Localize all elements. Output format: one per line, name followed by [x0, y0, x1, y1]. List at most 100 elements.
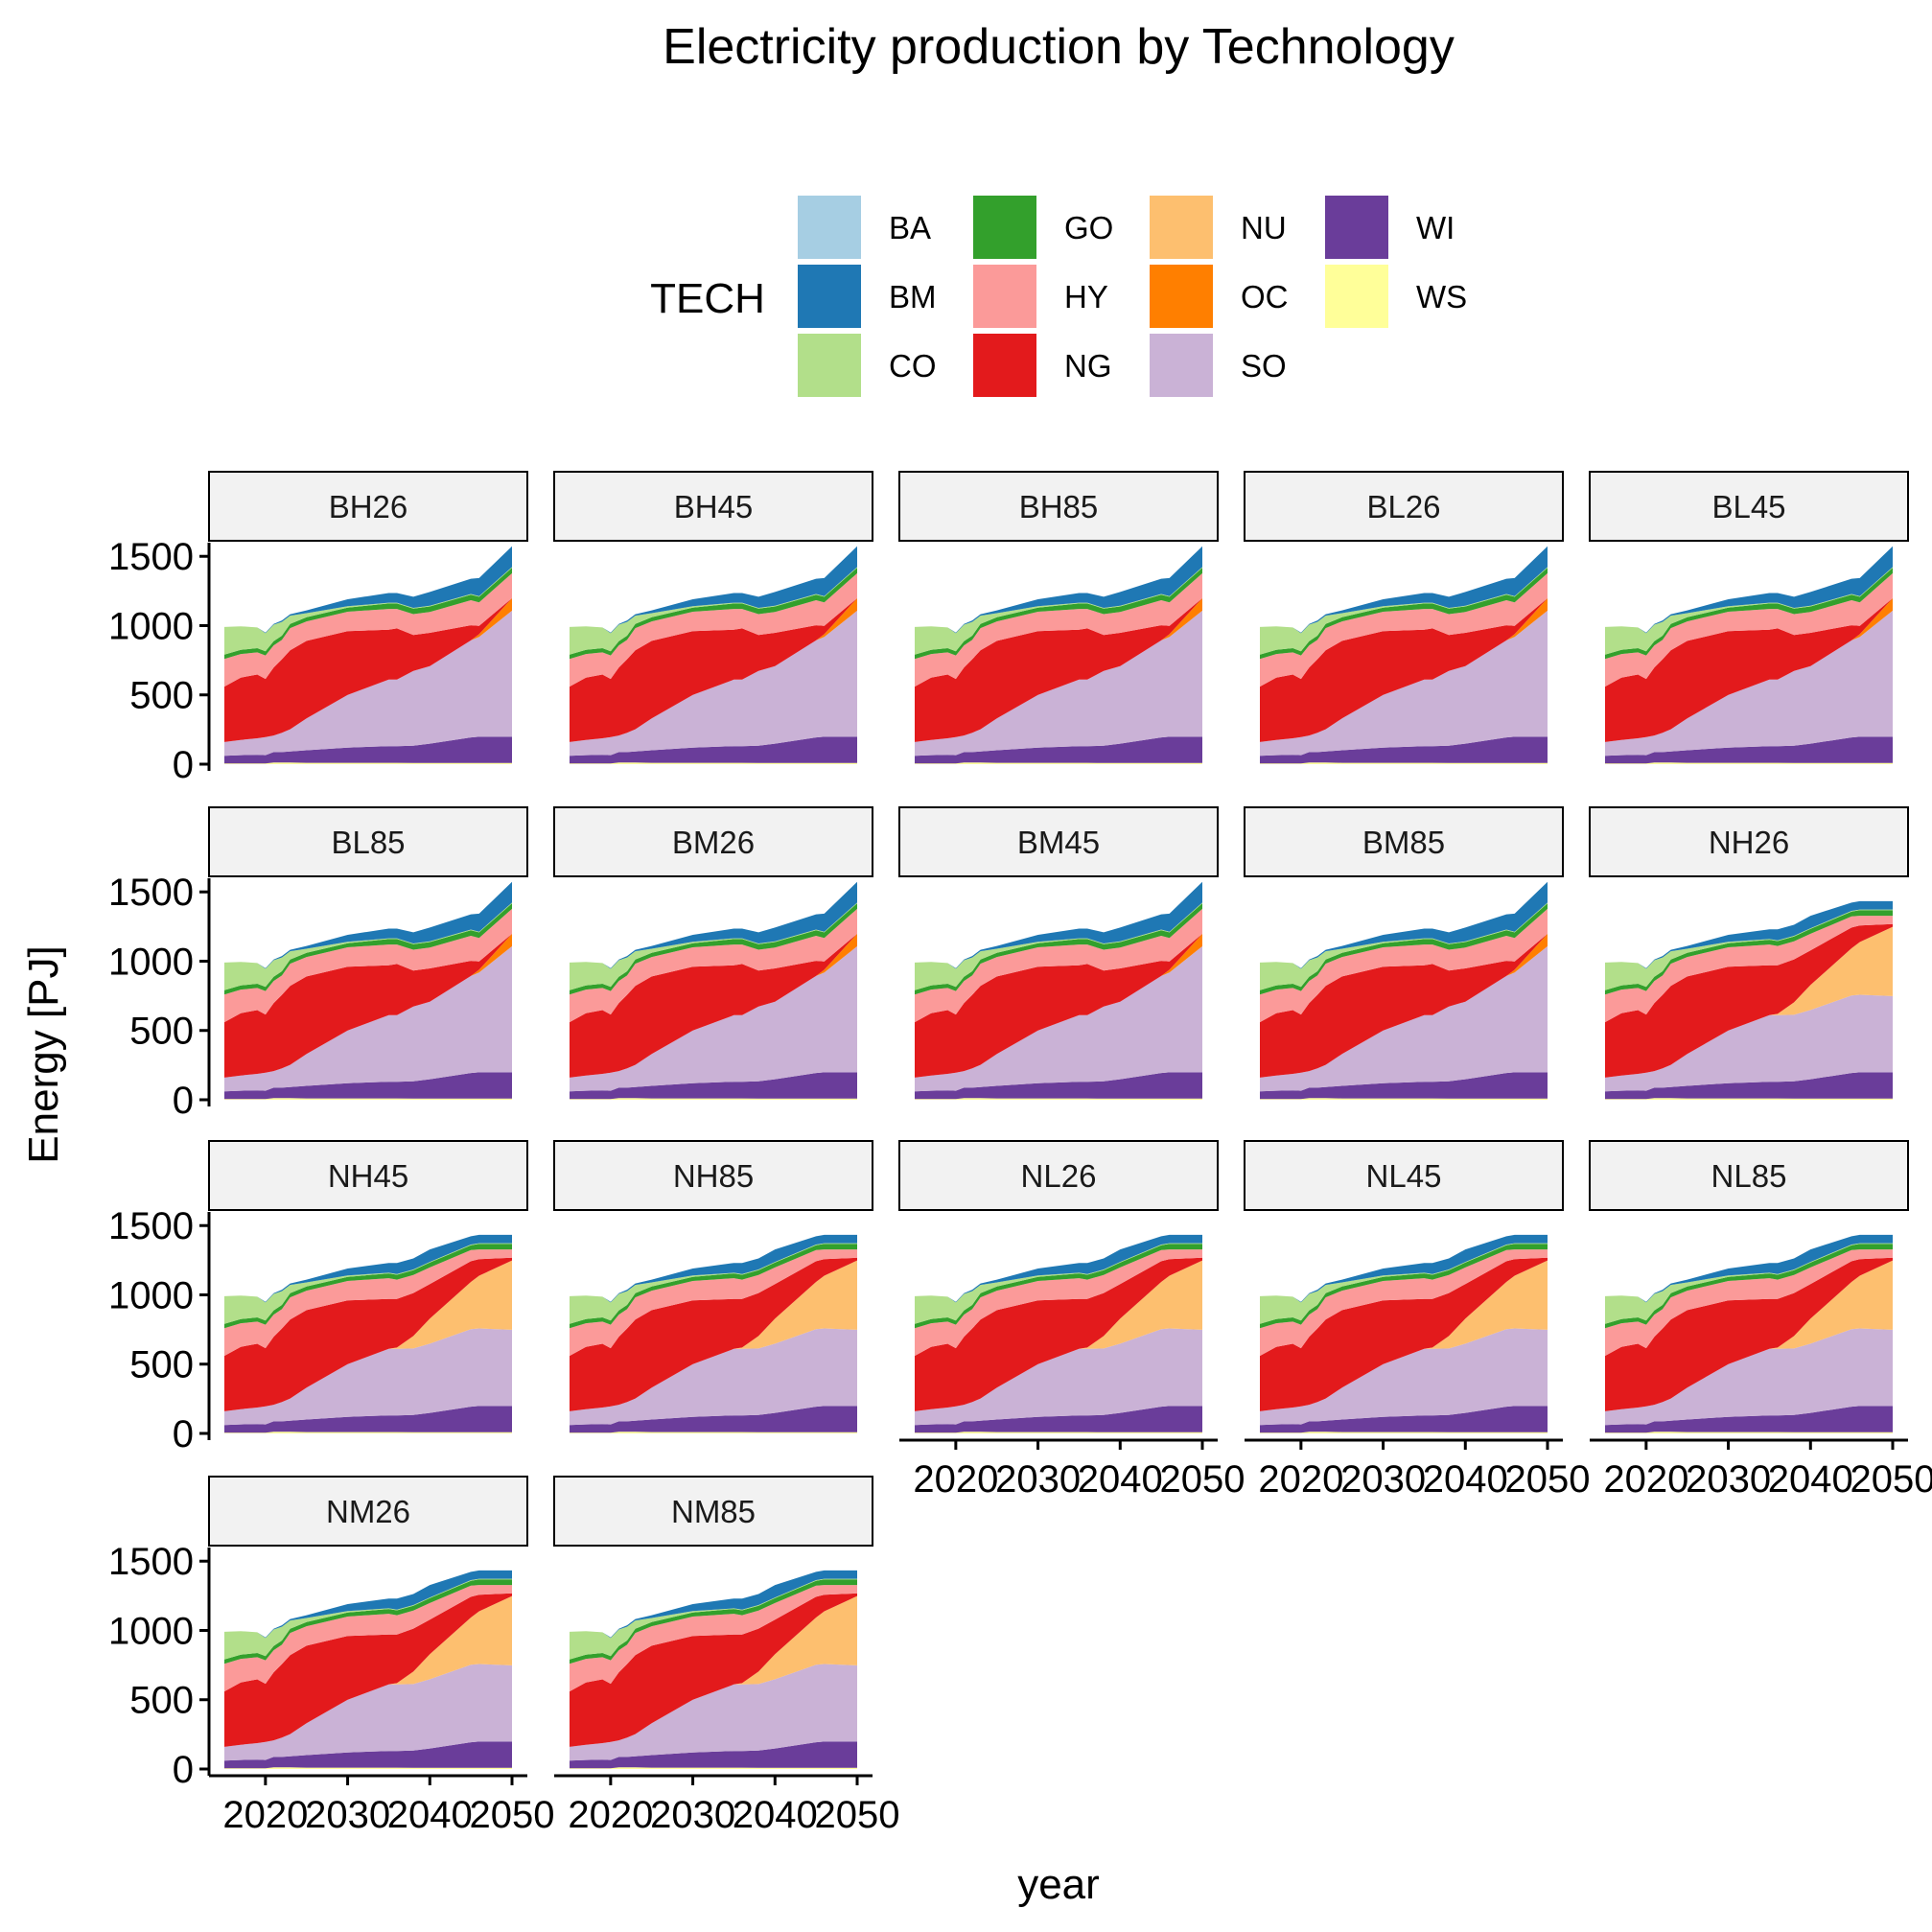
- y-tick-label: 500: [129, 1344, 194, 1386]
- x-tick-label: 2050: [1505, 1458, 1591, 1501]
- area-ws: [915, 1098, 1202, 1100]
- area-bm: [1260, 546, 1548, 634]
- facet-panel-bl85: BL85 0 500 1000 1500: [108, 806, 528, 1122]
- area-co: [570, 567, 857, 655]
- area-nu: [1260, 1260, 1548, 1411]
- facet-strip: [898, 1140, 1219, 1211]
- legend-key-ba: [798, 196, 861, 259]
- legend-key-hy: [973, 265, 1036, 328]
- area-go: [570, 1244, 857, 1329]
- area-ws: [1260, 1432, 1548, 1433]
- area-bm: [224, 1234, 512, 1303]
- area-go: [915, 568, 1202, 660]
- y-tick-label: 1000: [108, 605, 194, 647]
- area-co: [224, 902, 512, 990]
- facet-panel-bh85: BH85: [898, 471, 1219, 764]
- legend-label-nu: NU: [1241, 210, 1287, 245]
- area-ws: [915, 1432, 1202, 1433]
- facet-strip: [898, 471, 1219, 542]
- area-hy: [224, 1585, 512, 1692]
- area-go: [570, 1579, 857, 1664]
- area-wi: [1260, 1072, 1548, 1100]
- area-go: [224, 903, 512, 995]
- area-ws: [570, 1432, 857, 1433]
- area-bm: [1260, 881, 1548, 969]
- x-tick-label: 2040: [387, 1794, 473, 1836]
- facet-strip-label: NH26: [1709, 825, 1789, 860]
- facet-panels: BH26 0 500 1000 1500 BH45 BH85 BL26 BL45 BL85 0 500…: [108, 471, 1932, 1836]
- facet-panel-nh45: NH45 0 500 1000 1500: [108, 1140, 528, 1455]
- facet-strip-label: BM26: [672, 825, 755, 860]
- area-ng: [570, 1257, 857, 1411]
- area-wi: [915, 1406, 1202, 1433]
- facet-panel-bl26: BL26: [1244, 471, 1564, 764]
- area-ng: [570, 933, 857, 1078]
- area-bm: [570, 546, 857, 634]
- area-nu: [1605, 1260, 1893, 1411]
- area-ng: [570, 1593, 857, 1747]
- facet-strip-label: BL26: [1366, 489, 1440, 524]
- area-ws: [224, 1432, 512, 1433]
- x-tick-label: 2040: [1078, 1458, 1163, 1501]
- legend-label-oc: OC: [1241, 279, 1289, 314]
- area-go: [915, 1244, 1202, 1329]
- y-tick-label: 0: [173, 744, 194, 786]
- area-bm: [915, 881, 1202, 969]
- area-bm: [1605, 900, 1893, 969]
- area-ws: [224, 1767, 512, 1769]
- area-ws: [570, 1098, 857, 1100]
- facet-strip-label: BH45: [674, 489, 754, 524]
- facet-strip-label: BM45: [1017, 825, 1100, 860]
- area-co: [915, 567, 1202, 655]
- legend-label-ws: WS: [1416, 279, 1467, 314]
- area-ws: [224, 762, 512, 764]
- area-hy: [1605, 572, 1893, 687]
- area-hy: [915, 572, 1202, 687]
- area-hy: [915, 1249, 1202, 1357]
- area-hy: [570, 1249, 857, 1357]
- y-tick-label: 1500: [108, 1205, 194, 1247]
- area-wi: [570, 1072, 857, 1100]
- area-wi: [1260, 1406, 1548, 1433]
- x-tick-label: 2030: [1340, 1458, 1426, 1501]
- area-co: [570, 1243, 857, 1324]
- area-ws: [570, 762, 857, 764]
- area-so: [915, 610, 1202, 757]
- x-tick-label: 2050: [470, 1794, 555, 1836]
- area-ng: [915, 1257, 1202, 1411]
- area-ws: [224, 1098, 512, 1100]
- facet-strip: [208, 1476, 528, 1547]
- area-ng: [224, 1593, 512, 1747]
- area-bm: [570, 881, 857, 969]
- area-so: [224, 945, 512, 1092]
- area-hy: [915, 908, 1202, 1023]
- legend-key-so: [1150, 334, 1213, 397]
- area-bm: [224, 546, 512, 634]
- area-ng: [1260, 1257, 1548, 1411]
- area-bm: [1605, 546, 1893, 634]
- legend-label-bm: BM: [889, 279, 937, 314]
- area-wi: [915, 1072, 1202, 1100]
- x-tick-label: 2020: [222, 1794, 308, 1836]
- facet-strip: [553, 1140, 873, 1211]
- area-go: [1605, 1244, 1893, 1329]
- x-axis-title: year: [1017, 1861, 1100, 1908]
- facet-strip-label: BH26: [329, 489, 408, 524]
- area-ws: [1605, 762, 1893, 764]
- area-go: [1605, 910, 1893, 995]
- area-go: [224, 1579, 512, 1664]
- area-ng: [570, 597, 857, 742]
- y-tick-label: 1000: [108, 941, 194, 983]
- area-wi: [570, 1406, 857, 1433]
- x-tick-label: 2030: [305, 1794, 390, 1836]
- y-tick-label: 500: [129, 1680, 194, 1722]
- chart-title: Electricity production by Technology: [663, 19, 1455, 75]
- area-hy: [1260, 908, 1548, 1023]
- area-go: [1605, 568, 1893, 660]
- area-nu: [224, 1260, 512, 1411]
- x-tick-label: 2030: [1686, 1458, 1771, 1501]
- y-tick-label: 500: [129, 1011, 194, 1053]
- area-co: [224, 1243, 512, 1324]
- legend-key-oc: [1150, 265, 1213, 328]
